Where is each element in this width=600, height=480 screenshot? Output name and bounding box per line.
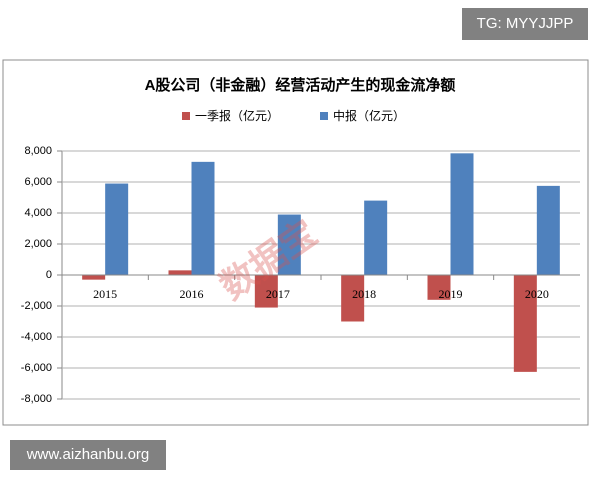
- y-tick-label: 8,000: [24, 145, 52, 157]
- bar: [341, 275, 365, 322]
- bar: [364, 200, 388, 275]
- y-tick-label: -8,000: [21, 393, 52, 405]
- bar: [168, 270, 192, 275]
- chart-title: A股公司（非金融）经营活动产生的现金流净额: [145, 76, 456, 94]
- badge-bottom: www.aizhanbu.org: [26, 446, 150, 463]
- bar: [536, 185, 560, 275]
- bar: [191, 161, 215, 275]
- x-tick-label: 2020: [525, 287, 549, 301]
- y-tick-label: -2,000: [21, 300, 52, 312]
- y-tick-label: -4,000: [21, 331, 52, 343]
- x-tick-label: 2017: [266, 287, 290, 301]
- y-tick-label: 4,000: [24, 207, 52, 219]
- x-tick-label: 2018: [352, 287, 376, 301]
- bar: [82, 275, 106, 280]
- y-tick-label: 0: [46, 269, 52, 281]
- bar: [105, 183, 129, 275]
- x-tick-label: 2016: [180, 287, 204, 301]
- badge-top-bg: [462, 8, 588, 40]
- legend-label: 中报（亿元）: [333, 108, 405, 123]
- bar: [450, 153, 474, 275]
- legend-label: 一季报（亿元）: [195, 108, 279, 123]
- x-tick-label: 2015: [93, 287, 117, 301]
- y-tick-label: 6,000: [24, 176, 52, 188]
- bar: [277, 214, 301, 275]
- badge-bottom-bg: [10, 440, 166, 470]
- bar: [254, 275, 278, 308]
- x-tick-label: 2019: [439, 287, 463, 301]
- legend-swatch: [182, 112, 190, 120]
- legend-swatch: [320, 112, 328, 120]
- bar: [427, 275, 451, 300]
- bar: [513, 275, 537, 372]
- y-tick-label: 2,000: [24, 238, 52, 250]
- y-tick-label: -6,000: [21, 362, 52, 374]
- badge-top: TG: MYYJJPP: [477, 15, 574, 32]
